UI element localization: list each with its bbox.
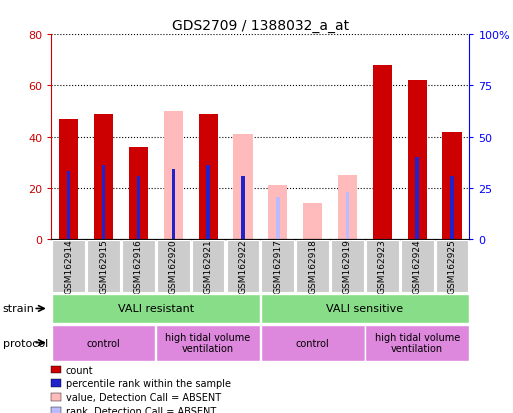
Bar <box>407 81 427 240</box>
Bar <box>241 176 245 240</box>
Text: percentile rank within the sample: percentile rank within the sample <box>66 378 231 388</box>
Bar <box>199 114 218 240</box>
Bar <box>51 366 61 373</box>
Bar <box>171 170 175 240</box>
Bar <box>296 240 329 293</box>
Bar <box>157 240 190 293</box>
Text: control: control <box>87 338 121 348</box>
Text: GSM162925: GSM162925 <box>447 239 457 294</box>
Bar <box>373 66 392 240</box>
Bar <box>59 119 78 240</box>
Bar <box>261 294 469 324</box>
Bar <box>268 186 287 240</box>
Text: GSM162921: GSM162921 <box>204 239 212 294</box>
Text: GSM162918: GSM162918 <box>308 239 317 294</box>
Bar <box>52 325 155 361</box>
Title: GDS2709 / 1388032_a_at: GDS2709 / 1388032_a_at <box>172 19 349 33</box>
Bar <box>331 240 364 293</box>
Bar <box>164 112 183 240</box>
Bar <box>102 166 105 240</box>
Text: count: count <box>66 365 93 375</box>
Bar <box>122 240 155 293</box>
Text: GSM162916: GSM162916 <box>134 239 143 294</box>
Text: GSM162915: GSM162915 <box>99 239 108 294</box>
Bar <box>67 172 70 240</box>
Text: strain: strain <box>3 304 34 314</box>
Bar <box>262 240 294 293</box>
Text: control: control <box>295 338 329 348</box>
Bar <box>338 176 357 240</box>
Text: protocol: protocol <box>3 338 48 348</box>
Bar <box>416 158 419 240</box>
Text: GSM162923: GSM162923 <box>378 239 387 294</box>
Bar <box>346 192 349 240</box>
Bar <box>51 407 61 413</box>
Bar <box>366 240 399 293</box>
Text: GSM162924: GSM162924 <box>412 239 422 294</box>
Bar <box>365 325 469 361</box>
Text: high tidal volume
ventilation: high tidal volume ventilation <box>166 332 251 354</box>
Bar <box>261 325 365 361</box>
Bar <box>94 114 113 240</box>
Text: GSM162919: GSM162919 <box>343 239 352 294</box>
Text: GSM162914: GSM162914 <box>64 239 73 294</box>
Bar <box>450 176 453 240</box>
Text: GSM162917: GSM162917 <box>273 239 282 294</box>
Bar <box>156 325 260 361</box>
Text: VALI resistant: VALI resistant <box>118 304 194 314</box>
Bar <box>129 147 148 240</box>
Bar <box>52 240 85 293</box>
Bar <box>51 393 61 401</box>
Bar <box>401 240 433 293</box>
Bar <box>87 240 120 293</box>
Bar <box>51 380 61 387</box>
Bar <box>233 135 252 240</box>
Text: rank, Detection Call = ABSENT: rank, Detection Call = ABSENT <box>66 406 216 413</box>
Text: VALI sensitive: VALI sensitive <box>326 304 403 314</box>
Text: GSM162920: GSM162920 <box>169 239 177 294</box>
Bar <box>227 240 259 293</box>
Bar <box>436 240 468 293</box>
Bar <box>206 166 210 240</box>
Text: value, Detection Call = ABSENT: value, Detection Call = ABSENT <box>66 392 221 402</box>
Bar <box>136 176 140 240</box>
Bar <box>276 198 280 240</box>
Text: high tidal volume
ventilation: high tidal volume ventilation <box>374 332 460 354</box>
Bar <box>52 294 260 324</box>
Bar <box>442 132 462 240</box>
Bar <box>192 240 225 293</box>
Bar <box>303 204 322 240</box>
Text: GSM162922: GSM162922 <box>239 239 247 294</box>
